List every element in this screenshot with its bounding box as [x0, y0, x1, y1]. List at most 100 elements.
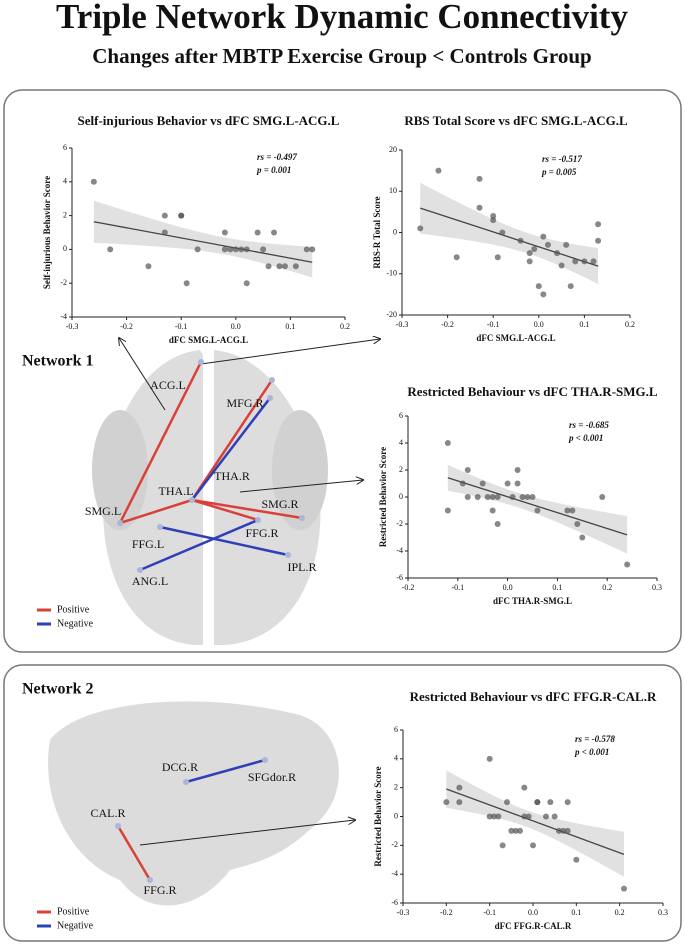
point	[489, 494, 496, 500]
y-tick-label: -10	[386, 269, 397, 278]
network-label: Network 2	[22, 681, 94, 698]
x-tick-label: 0.0	[528, 908, 538, 917]
point	[260, 246, 267, 253]
node	[137, 567, 143, 573]
legend-label: Positive	[57, 906, 90, 917]
point	[238, 246, 245, 253]
point	[494, 494, 501, 500]
point	[303, 246, 310, 253]
point	[490, 217, 497, 224]
y-tick-label: -4	[60, 312, 67, 321]
chart-title: Restricted Behaviour vs dFC FFG.R-CAL.R	[410, 689, 657, 704]
point	[486, 813, 493, 820]
connection	[116, 825, 152, 881]
x-tick-label: 0.1	[285, 322, 295, 331]
point	[271, 229, 278, 236]
point	[243, 280, 250, 287]
connection	[191, 397, 271, 501]
panel	[3, 664, 682, 942]
node-label: IPL.R	[287, 560, 316, 574]
node-label: CAL.R	[90, 806, 125, 820]
point	[499, 229, 506, 236]
point	[489, 507, 496, 514]
point	[161, 229, 168, 236]
point	[529, 494, 536, 500]
x-tick-label: 0.1	[571, 908, 581, 917]
point	[558, 262, 565, 269]
x-tick-label: -0.2	[441, 320, 454, 329]
point	[464, 494, 471, 500]
x-axis-label: dFC SMG.L-ACG.L	[476, 333, 555, 343]
node-label: FFG.R	[245, 526, 278, 540]
annotation: rs = -0.517	[542, 154, 582, 164]
point	[564, 507, 571, 514]
point	[540, 233, 547, 240]
point	[519, 494, 526, 500]
connection	[191, 498, 303, 520]
fit-line	[420, 207, 599, 267]
y-tick-label: -2	[60, 278, 67, 287]
point	[476, 175, 483, 182]
point	[569, 507, 576, 514]
point	[514, 480, 521, 487]
y-tick-label: 6	[63, 143, 67, 152]
point	[579, 534, 586, 541]
point	[90, 178, 97, 185]
x-tick-label: -0.1	[483, 908, 496, 917]
point	[444, 440, 451, 446]
annotation: rs = -0.497	[257, 152, 297, 162]
x-axis-label: dFC SMG.L-ACG.L	[169, 335, 248, 345]
point	[581, 258, 588, 265]
legend-label: Negative	[57, 618, 94, 629]
y-tick-label: 4	[63, 177, 67, 186]
node-label: FFG.R	[143, 883, 176, 897]
y-tick-label: 20	[389, 145, 397, 154]
confidence-band	[93, 200, 313, 278]
x-tick-label: 0.2	[340, 322, 350, 331]
x-tick-label: -0.2	[120, 322, 133, 331]
connection	[191, 498, 259, 522]
panel	[3, 89, 682, 653]
point	[534, 799, 541, 806]
node-label: MFG.R	[226, 396, 263, 410]
point	[526, 250, 533, 257]
node-label: ANG.L	[132, 574, 168, 588]
point	[479, 480, 486, 487]
annotation: rs = -0.685	[569, 420, 609, 430]
annotation: p = 0.001	[256, 165, 291, 175]
connection	[139, 518, 259, 572]
y-tick-label: 0	[63, 244, 67, 253]
y-tick-label: -6	[391, 898, 398, 907]
annotation: p = 0.005	[541, 167, 577, 177]
point	[525, 813, 532, 820]
point	[624, 561, 631, 568]
y-tick-label: 6	[394, 725, 398, 734]
annotation: rs = -0.578	[575, 734, 615, 744]
x-tick-label: 0.3	[658, 908, 668, 917]
point	[281, 263, 288, 270]
confidence-band	[420, 182, 599, 285]
point	[504, 480, 511, 487]
point	[590, 258, 597, 265]
x-tick-label: 0.0	[503, 583, 513, 592]
point	[573, 856, 580, 863]
point	[232, 246, 239, 253]
annotation: p < 0.001	[568, 433, 603, 443]
point	[459, 480, 466, 487]
x-tick-label: 0.2	[625, 320, 635, 329]
node	[285, 552, 291, 558]
connection	[190, 379, 274, 501]
connection	[119, 498, 193, 525]
point	[599, 494, 606, 500]
y-tick-label: 2	[399, 465, 403, 474]
point	[495, 813, 502, 820]
y-axis-label: Restricted Behavior Score	[378, 447, 388, 547]
point	[453, 254, 460, 261]
point	[443, 799, 450, 806]
node-label: DCG.R	[162, 760, 198, 774]
connection	[118, 361, 203, 524]
point	[504, 799, 510, 806]
point	[526, 258, 533, 265]
y-tick-label: 0	[394, 811, 398, 820]
brain-side	[48, 701, 339, 906]
